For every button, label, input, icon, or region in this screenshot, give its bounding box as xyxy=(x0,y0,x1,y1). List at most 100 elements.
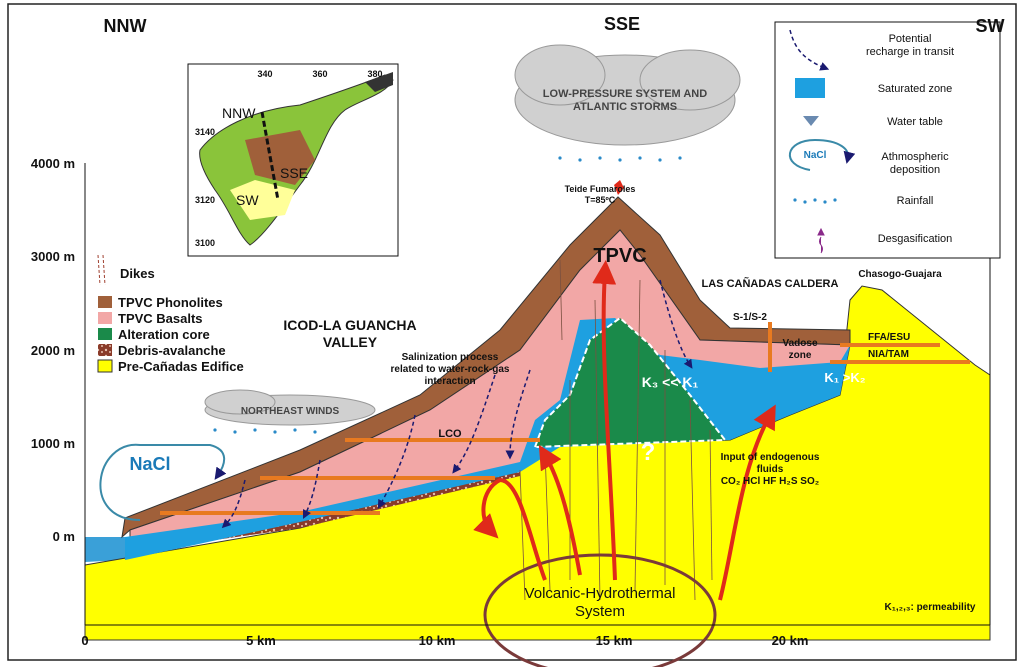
x-labels: 0 5 km 10 km 15 km 20 km xyxy=(81,633,808,648)
annotation: System xyxy=(575,603,625,620)
annotation: ? xyxy=(641,439,656,466)
legend-label: recharge in transit xyxy=(866,46,954,58)
annotation: CO₂ HCl HF H₂S SO₂ xyxy=(721,476,819,487)
y-tick-label: 2000 m xyxy=(31,343,75,358)
y-tick-label: 0 m xyxy=(53,529,75,544)
annotation: TPVC xyxy=(593,245,646,267)
x-tick-label: 20 km xyxy=(772,633,809,648)
fumarole xyxy=(614,180,624,195)
map-label: SW xyxy=(236,192,259,208)
x-tick-label: 15 km xyxy=(596,633,633,648)
inset-map xyxy=(187,63,399,257)
annotation: related to water-rock-gas xyxy=(391,364,510,375)
legend-atmo xyxy=(789,138,856,171)
map-tick: 340 xyxy=(257,69,272,79)
legend-label: Desgasification xyxy=(878,233,953,245)
sea xyxy=(85,537,125,562)
annotation: fluids xyxy=(757,464,784,475)
annotation: VALLEY xyxy=(323,334,378,350)
y-labels: 4000 m 3000 m 2000 m 1000 m 0 m xyxy=(31,156,75,544)
rain xyxy=(213,156,682,434)
annotation: Vadose xyxy=(782,338,817,349)
legend-dikes xyxy=(97,254,106,286)
annotation: LCO xyxy=(438,428,462,440)
legend-left xyxy=(97,254,113,373)
annotation: Chasogo-Guajara xyxy=(858,269,942,280)
dikes xyxy=(519,259,713,601)
legend-label: Alteration core xyxy=(118,327,210,342)
legend-label: TPVC Basalts xyxy=(118,311,203,326)
swatch xyxy=(98,344,112,356)
legend-label: Water table xyxy=(887,116,943,128)
inset-tpvc xyxy=(245,130,315,185)
annotation: ICOD-LA GUANCHA xyxy=(283,317,416,333)
direction: SW xyxy=(976,16,1005,36)
legend-label: Saturated zone xyxy=(878,83,953,95)
y-tick-label: 4000 m xyxy=(31,156,75,171)
x-tick-label: 10 km xyxy=(419,633,456,648)
legend-label: Pre-Cañadas Edifice xyxy=(118,359,244,374)
annotation: T=85ºC xyxy=(585,195,616,205)
annotation: FFA/ESU xyxy=(868,332,910,343)
y-tick-label: 1000 m xyxy=(31,436,75,451)
legend-label: deposition xyxy=(890,164,940,176)
inset-section-line xyxy=(260,111,280,201)
annotation: Input of endogenous xyxy=(721,452,820,463)
winds-cloud xyxy=(204,389,376,426)
legend-rain xyxy=(793,198,837,204)
x-tick-label: 0 xyxy=(81,633,88,648)
legend-recharge xyxy=(789,29,830,71)
magma-chamber xyxy=(483,553,717,667)
map-label: NNW xyxy=(222,105,256,121)
map-tick: 3100 xyxy=(195,238,215,248)
annotation: Volcanic-Hydrothermal xyxy=(525,585,676,602)
legend-label: Rainfall xyxy=(897,195,934,207)
swatch xyxy=(98,312,112,324)
legend-saturated xyxy=(795,78,825,98)
x-tick-label: 5 km xyxy=(246,633,276,648)
map-tick: 3120 xyxy=(195,195,215,205)
map-tick: 380 xyxy=(367,69,382,79)
legend-label: Debris-avalanche xyxy=(118,343,226,358)
legend-label: TPVC Phonolites xyxy=(118,295,223,310)
legend-water-table xyxy=(803,116,819,126)
annotation: NORTHEAST WINDS xyxy=(241,406,340,417)
swatch xyxy=(98,328,112,340)
storm-cloud xyxy=(514,44,741,146)
annotation: K₁ >K₂ xyxy=(824,370,865,385)
map-tick: 3140 xyxy=(195,127,215,137)
annotation: zone xyxy=(789,350,812,361)
annotation: Teide Fumaroles xyxy=(565,184,636,194)
orange-layers xyxy=(160,322,970,515)
legend-degas xyxy=(817,227,825,254)
swatch xyxy=(98,296,112,308)
alteration-core xyxy=(533,316,727,449)
annotation: K₁,₂,₃: permeability xyxy=(884,602,975,613)
annotation: K₃ << K₁ xyxy=(642,374,699,390)
annotation: ATLANTIC STORMS xyxy=(573,101,677,113)
direction: NNW xyxy=(104,16,147,36)
map-tick: 360 xyxy=(312,69,327,79)
map-label: SSE xyxy=(280,165,308,181)
direction: SSE xyxy=(604,14,640,34)
inset-sw xyxy=(230,180,295,220)
swatch xyxy=(97,359,113,373)
annotation: S-1/S-2 xyxy=(733,312,767,323)
legend-label: NaCl xyxy=(804,150,827,161)
nacl-arrow xyxy=(99,443,227,521)
annotation: LAS CAÑADAS CALDERA xyxy=(702,277,839,290)
annotation: NaCl xyxy=(129,454,170,474)
inset-anaga xyxy=(365,72,393,92)
legend-label: Potential xyxy=(889,33,932,45)
fluid-arrows xyxy=(473,260,776,601)
legend-right xyxy=(774,21,1001,259)
annotation: interaction xyxy=(424,376,475,387)
annotation: NIA/TAM xyxy=(868,349,909,360)
geology xyxy=(84,196,991,667)
annotation: LOW-PRESSURE SYSTEM AND xyxy=(543,88,707,100)
legend-label: Athmospheric xyxy=(881,151,949,163)
y-tick-label: 3000 m xyxy=(31,249,75,264)
annotation: Salinization process xyxy=(402,352,499,363)
